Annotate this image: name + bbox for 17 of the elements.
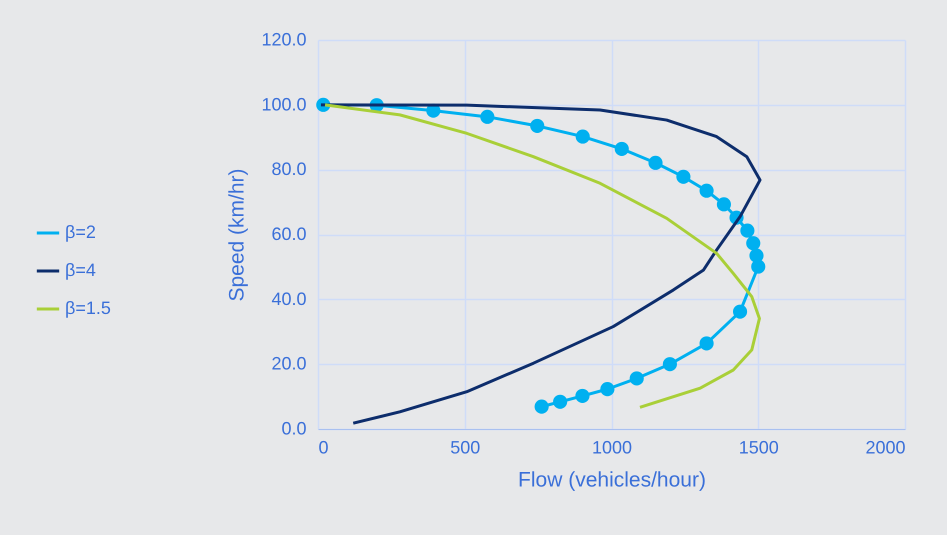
y-tick-label: 120.0: [261, 30, 306, 50]
x-tick-label: 1000: [592, 438, 632, 458]
y-tick-label: 40.0: [271, 288, 306, 309]
y-axis-title: Speed (km/hr): [225, 168, 248, 302]
y-tick-label: 60.0: [271, 224, 306, 244]
y-tick-label: 100.0: [261, 94, 306, 114]
y-tick-label: 0.0: [281, 418, 306, 438]
y-tick-label: 80.0: [271, 159, 306, 180]
x-tick-label: 1500: [738, 438, 779, 458]
y-tick-label: 20.0: [271, 354, 306, 374]
legend-label: β=2: [65, 222, 96, 242]
x-tick-label: 500: [450, 438, 480, 458]
x-tick-label: 0: [318, 438, 329, 458]
legend-label: β=4: [65, 260, 96, 280]
legend-label: β=1.5: [65, 298, 111, 318]
x-tick-label: 2000: [865, 438, 906, 458]
x-axis-title: Flow (vehicles/hour): [518, 468, 706, 492]
